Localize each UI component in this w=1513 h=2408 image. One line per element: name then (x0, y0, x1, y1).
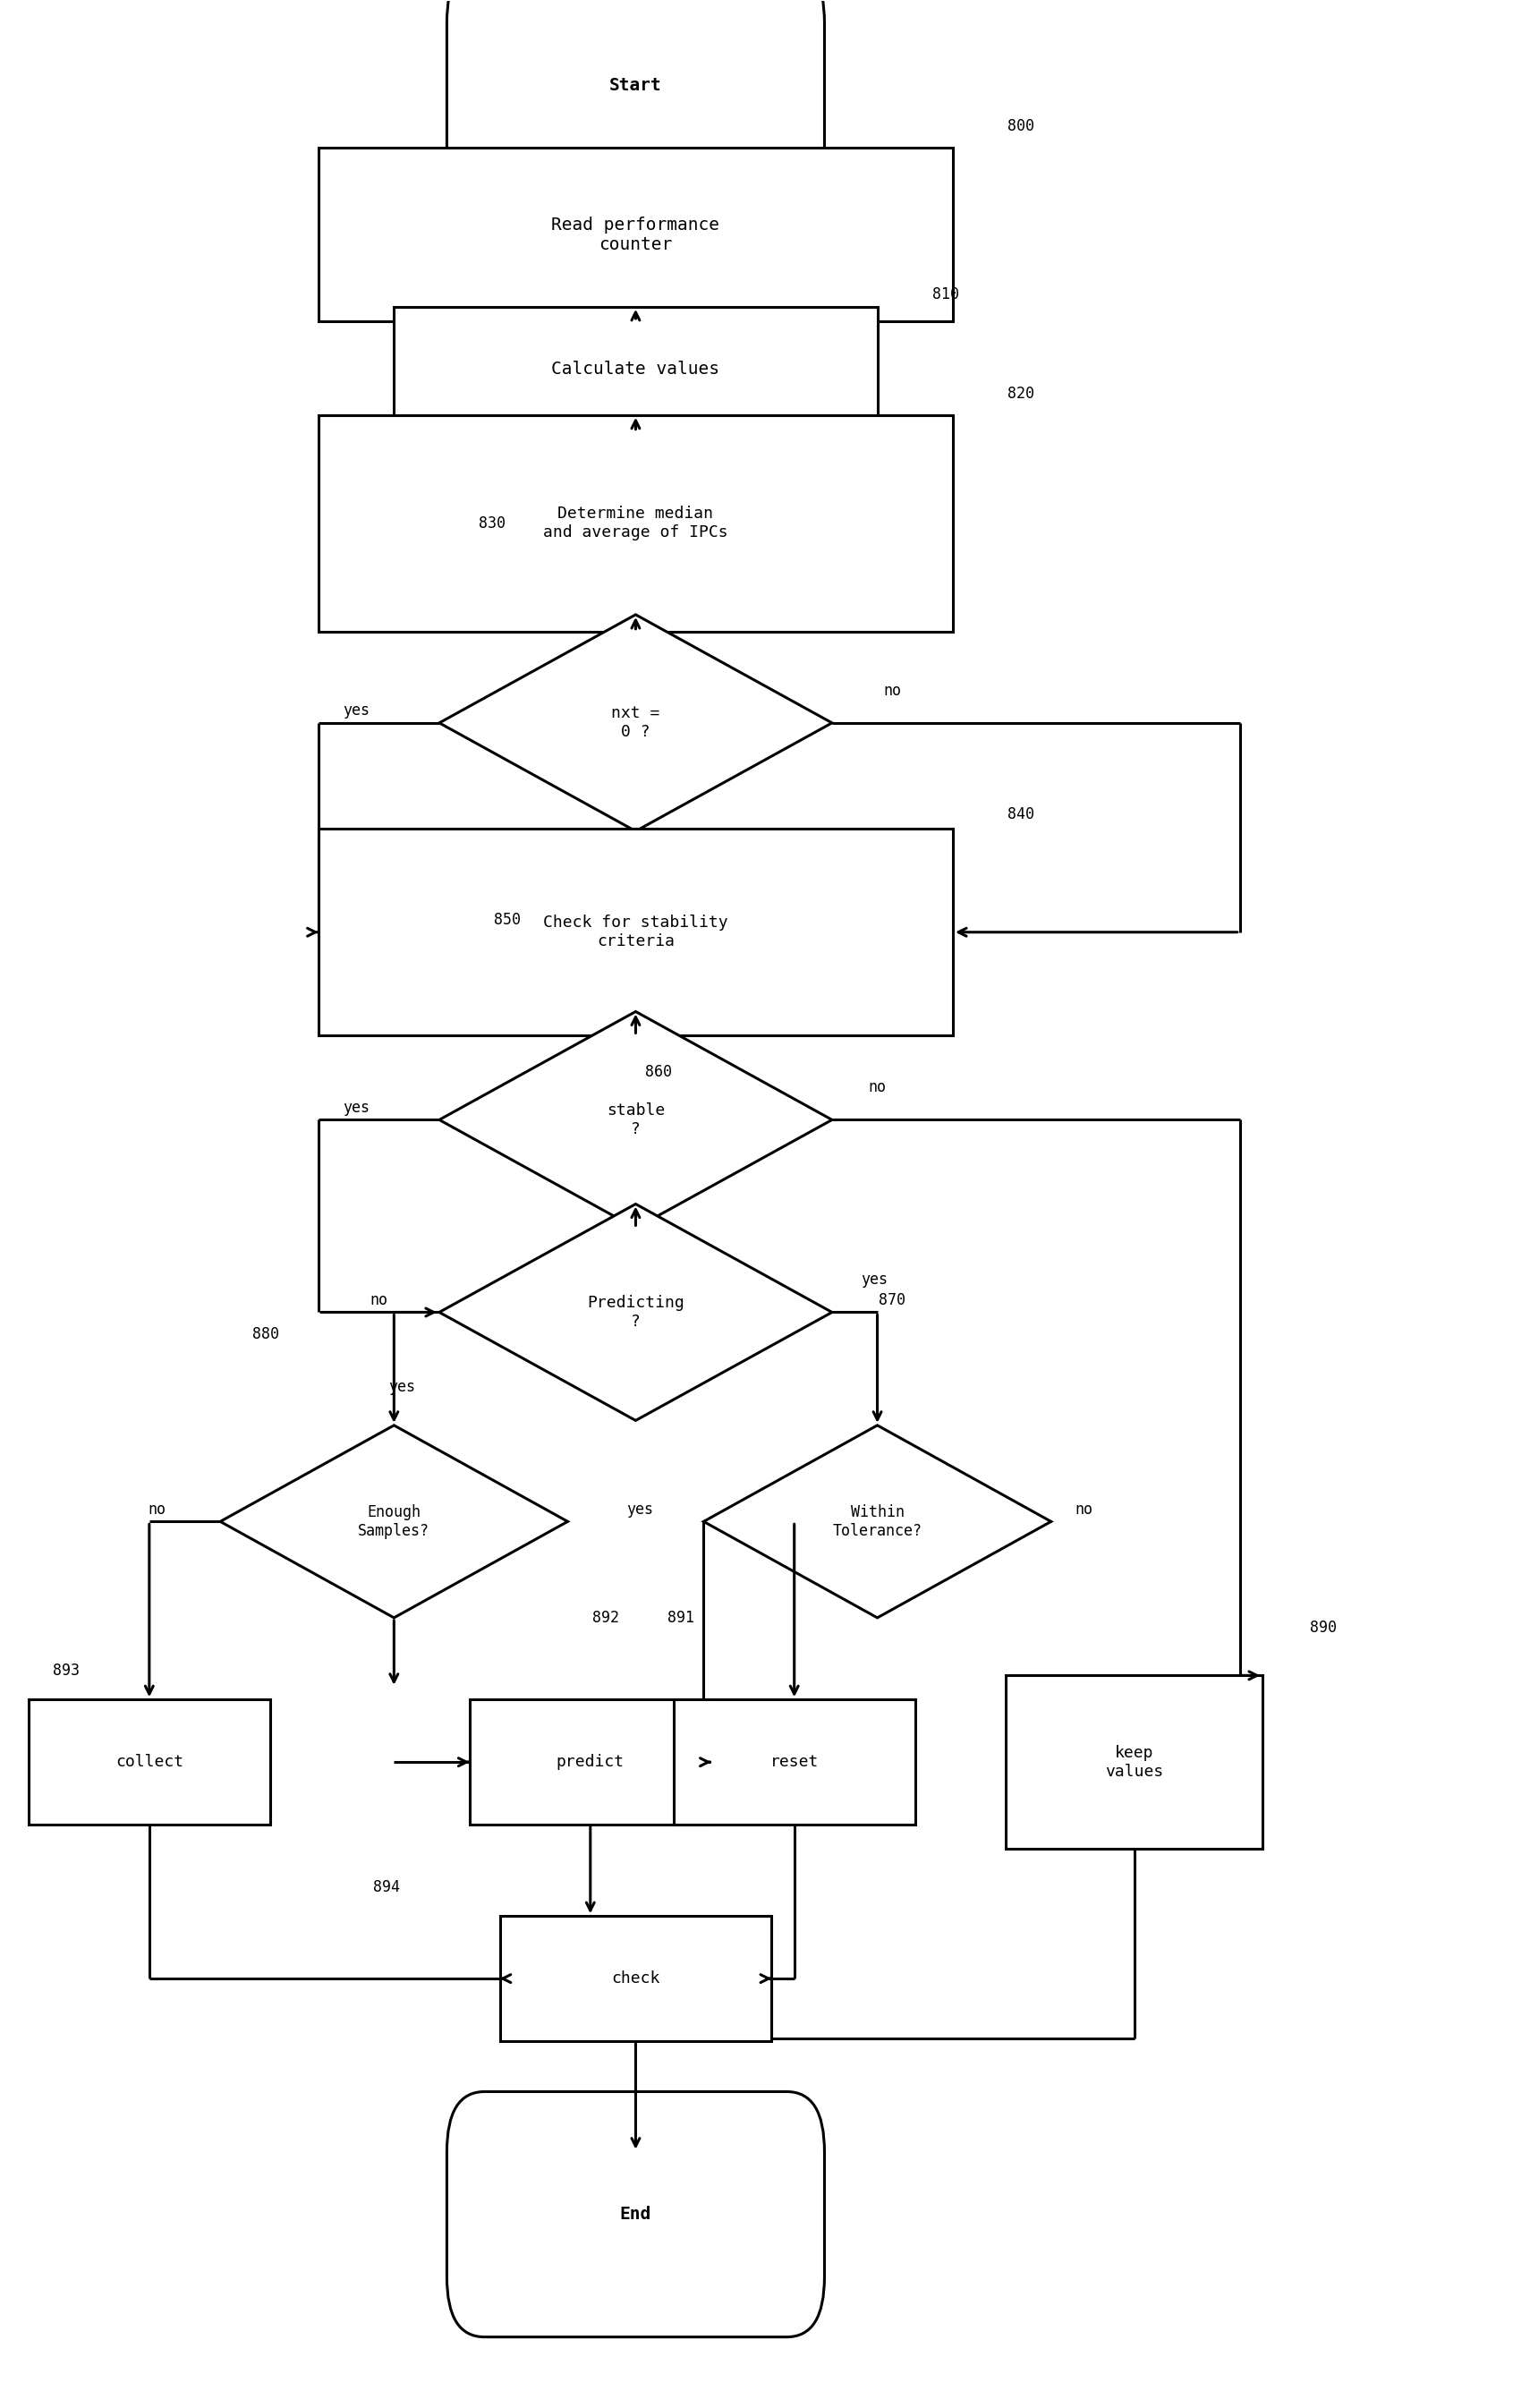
Text: 820: 820 (1008, 385, 1035, 402)
Text: 892: 892 (592, 1609, 619, 1625)
Text: no: no (1076, 1503, 1094, 1517)
Text: yes: yes (389, 1380, 415, 1394)
Bar (318, 147, 953, 320)
Text: keep
values: keep values (1104, 1746, 1163, 1780)
Text: End: End (620, 2206, 652, 2223)
Text: yes: yes (343, 703, 369, 720)
Text: predict: predict (557, 1753, 625, 1770)
FancyBboxPatch shape (446, 0, 825, 207)
Text: 800: 800 (1008, 118, 1035, 135)
Polygon shape (704, 1426, 1052, 1618)
Text: 891: 891 (667, 1609, 694, 1625)
Text: no: no (369, 1293, 387, 1308)
Text: nxt =
0 ?: nxt = 0 ? (611, 706, 660, 739)
Text: Read performance
counter: Read performance counter (552, 217, 720, 253)
Text: 870: 870 (879, 1293, 906, 1308)
Text: Start: Start (610, 77, 663, 94)
Bar (469, 1700, 711, 1825)
FancyBboxPatch shape (446, 2093, 825, 2338)
Text: 890: 890 (1310, 1618, 1336, 1635)
Text: yes: yes (343, 1100, 369, 1115)
Text: 894: 894 (374, 1878, 399, 1895)
Text: Calculate values: Calculate values (552, 361, 720, 378)
Text: no: no (868, 1079, 887, 1096)
Text: 810: 810 (932, 287, 959, 303)
Text: Enough
Samples?: Enough Samples? (359, 1505, 430, 1539)
Text: stable
?: stable ? (607, 1103, 664, 1137)
Bar (499, 1917, 772, 2042)
Polygon shape (439, 614, 832, 831)
Text: Within
Tolerance?: Within Tolerance? (832, 1505, 921, 1539)
Text: 860: 860 (645, 1064, 672, 1079)
Text: check: check (611, 1970, 660, 1987)
Text: Determine median
and average of IPCs: Determine median and average of IPCs (543, 506, 728, 542)
Bar (29, 1700, 271, 1825)
Text: yes: yes (626, 1503, 654, 1517)
Bar (318, 828, 953, 1035)
Bar (673, 1700, 915, 1825)
Polygon shape (221, 1426, 567, 1618)
Text: 880: 880 (253, 1327, 278, 1341)
Text: no: no (884, 681, 902, 698)
Text: Check for stability
criteria: Check for stability criteria (543, 915, 728, 949)
Text: 893: 893 (53, 1662, 80, 1678)
Polygon shape (439, 1204, 832, 1421)
Text: no: no (148, 1503, 166, 1517)
Text: 840: 840 (1008, 807, 1035, 824)
Bar (318, 414, 953, 631)
Bar (393, 306, 878, 431)
Text: 830: 830 (478, 515, 505, 532)
Text: yes: yes (861, 1271, 888, 1288)
Bar (1006, 1676, 1262, 1849)
Text: Predicting
?: Predicting ? (587, 1296, 684, 1329)
Polygon shape (439, 1011, 832, 1228)
Text: 850: 850 (493, 913, 520, 927)
Text: reset: reset (770, 1753, 819, 1770)
Text: collect: collect (115, 1753, 183, 1770)
